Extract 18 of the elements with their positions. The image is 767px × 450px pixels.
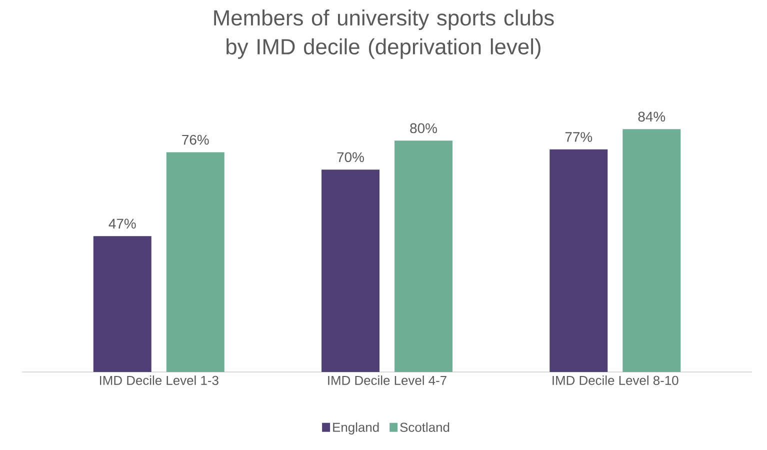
data-label: 70% xyxy=(337,152,364,162)
legend-label: England xyxy=(333,422,379,434)
bar xyxy=(93,236,152,372)
x-tick-label: IMD Decile Level 4-7 xyxy=(328,376,446,386)
data-label: 84% xyxy=(638,112,666,122)
bar xyxy=(550,149,608,372)
bar xyxy=(322,170,380,372)
chart-title: Members of university sports clubs by IMD decile (deprivation level) xyxy=(214,10,554,59)
bar xyxy=(394,140,453,372)
data-label: 80% xyxy=(410,123,437,134)
bar xyxy=(622,129,681,372)
data-label: 77% xyxy=(565,132,592,142)
x-tick-label: IMD Decile Level 8-10 xyxy=(552,376,678,386)
data-label: 47% xyxy=(108,218,136,229)
legend-label: Scotland xyxy=(400,422,450,432)
bar xyxy=(166,152,224,372)
data-label: 76% xyxy=(182,134,209,145)
x-tick-label: IMD Decile Level 1-3 xyxy=(100,376,218,386)
